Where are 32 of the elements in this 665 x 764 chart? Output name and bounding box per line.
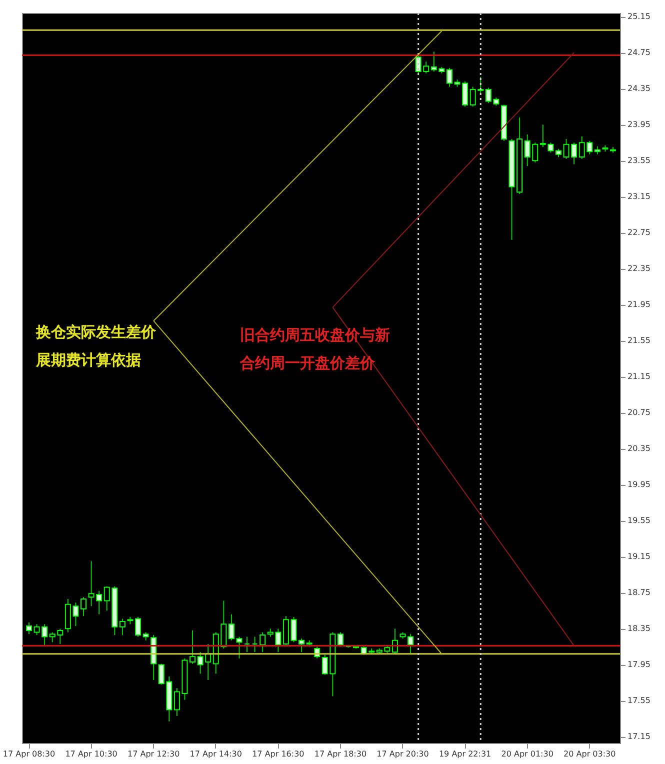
y-tick-label: 23.55 [628, 156, 650, 166]
x-tick-label: 19 Apr 22:31 [438, 750, 492, 758]
y-tick-label: 20.75 [628, 408, 650, 418]
y-tick-label: 21.55 [628, 336, 650, 346]
x-tick-label: 17 Apr 08:30 [2, 750, 56, 758]
y-tick-label: 17.55 [628, 696, 650, 706]
y-tick-label: 23.15 [628, 192, 650, 202]
annotation: 换仓实际发生差价展期费计算依据 [35, 323, 157, 369]
x-tick-label: 17 Apr 10:30 [65, 750, 118, 758]
y-tick-label: 23.95 [628, 120, 650, 130]
x-tick-label: 17 Apr 14:30 [190, 750, 242, 758]
y-tick-label: 19.95 [628, 480, 650, 490]
y-tick-label: 17.95 [628, 660, 650, 670]
x-tick-label: 20 Apr 01:30 [501, 750, 554, 758]
x-tick-label: 17 Apr 16:30 [252, 750, 304, 758]
y-tick-label: 24.75 [628, 48, 650, 58]
x-tick-label: 17 Apr 18:30 [314, 750, 367, 758]
x-tick-label: 17 Apr 12:30 [128, 750, 180, 758]
y-tick-label: 19.15 [628, 552, 650, 562]
y-tick-label: 22.35 [628, 264, 650, 274]
y-tick-label: 18.75 [628, 588, 650, 598]
y-tick-label: 17.15 [628, 732, 650, 742]
y-tick-label: 25.15 [628, 12, 650, 22]
y-tick-label: 21.15 [628, 372, 650, 382]
y-tick-label: 22.75 [628, 228, 650, 238]
x-tick-label: 20 Apr 03:30 [564, 750, 616, 758]
y-tick-label: 21.95 [628, 300, 650, 310]
y-tick-label: 19.55 [628, 516, 650, 526]
y-tick-label: 20.35 [628, 444, 650, 454]
y-tick-label: 24.35 [628, 84, 650, 94]
x-tick-label: 17 Apr 20:30 [376, 750, 429, 758]
y-tick-label: 18.35 [628, 624, 650, 634]
